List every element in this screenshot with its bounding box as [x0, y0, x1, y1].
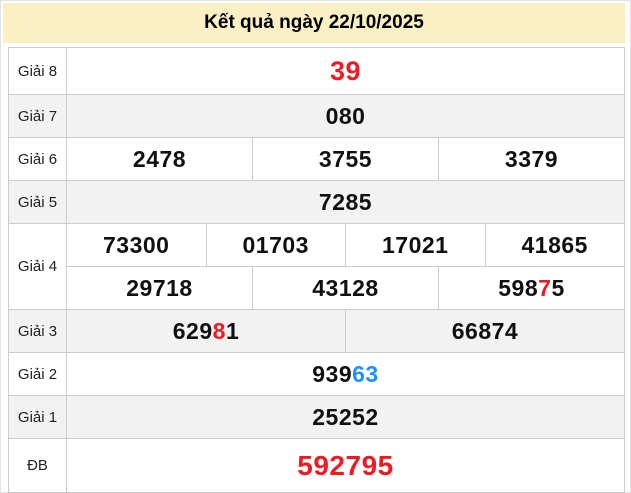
- prize-label-giai-3: Giải 3: [8, 309, 67, 353]
- prize-label-giai-4: Giải 4: [8, 223, 67, 310]
- prize-value-cell: 41865: [484, 223, 625, 267]
- prize-number-segment: 7285: [318, 188, 373, 215]
- prize-number-segment: 63: [352, 360, 379, 387]
- prize-row-giai-4: Giải 4 73300 01703 17021 41865: [8, 223, 625, 310]
- prize-value-cell: 93963: [66, 352, 625, 396]
- prize-row-giai-5: Giải 5 7285: [8, 180, 625, 224]
- prize-number-segment: 8: [212, 317, 226, 344]
- prize-value-cell: 3755: [252, 137, 439, 181]
- prize-value-cell: 7285: [66, 180, 625, 224]
- prize-label-giai-2: Giải 2: [8, 352, 67, 396]
- prize-label-giai-6: Giải 6: [8, 137, 67, 181]
- prize-number-segment: 29718: [126, 274, 193, 301]
- prize-number-segment: 3379: [504, 145, 559, 172]
- prize-number-segment: 01703: [242, 231, 309, 258]
- prize-value-cell: 66874: [345, 309, 625, 353]
- prize-row-giai-4: 29718 43128 59875: [8, 266, 625, 310]
- prize-row-giai-1: Giải 1 25252: [8, 395, 625, 439]
- prize-value-cell: 39: [66, 47, 625, 95]
- prize-number-segment: 25252: [312, 403, 379, 430]
- results-table-body: Giải 8 39 Giải 7 080 Giải 6 2478 3755 3379 Giải …: [8, 47, 625, 493]
- prize-number-segment: 598: [498, 274, 539, 301]
- prize-number-segment: 17021: [382, 231, 449, 258]
- prize-label-giai-5: Giải 5: [8, 180, 67, 224]
- prize-label-giai-1: Giải 1: [8, 395, 67, 439]
- prize-value-cell: 01703: [205, 223, 346, 267]
- prize-row-giai-2: Giải 2 93963: [8, 352, 625, 396]
- results-title: Kết quả ngày 22/10/2025: [204, 12, 424, 33]
- prize-number-segment: 2478: [132, 145, 187, 172]
- prize-value-cell: 43128: [252, 266, 439, 310]
- prize-number-segment: 080: [325, 102, 366, 129]
- prize-number-segment: 73300: [103, 231, 170, 258]
- prize-number-segment: 1: [225, 317, 240, 344]
- prize-value-cell: 62981: [66, 309, 346, 353]
- prize-label-giai-8: Giải 8: [8, 47, 67, 95]
- prize-value-cell: 59875: [438, 266, 625, 310]
- prize-row-giai-3: Giải 3 62981 66874: [8, 309, 625, 353]
- prize-number-segment: 41865: [521, 231, 588, 258]
- prize-value-cell: 73300: [66, 223, 207, 267]
- prize-value-cell: 25252: [66, 395, 625, 439]
- results-table: Giải 8 39 Giải 7 080 Giải 6 2478 3755 3379 Giải …: [8, 47, 625, 493]
- prize-value-cell: 29718: [66, 266, 253, 310]
- prize-label-giai-7: Giải 7: [8, 94, 67, 138]
- prize-value-cell: 592795: [66, 438, 625, 493]
- prize-number-segment: 5: [551, 274, 565, 301]
- prize-number-segment: 592795: [297, 449, 394, 481]
- prize-number-segment: 39: [329, 55, 362, 86]
- prize-row-giai-8: Giải 8 39: [8, 47, 625, 95]
- prize-row-db: ĐB 592795: [8, 438, 625, 493]
- prize-number-segment: 66874: [451, 317, 519, 344]
- prize-number-segment: 629: [172, 317, 213, 344]
- prize-value-cell: 080: [66, 94, 625, 138]
- prize-row-giai-6: Giải 6 2478 3755 3379: [8, 137, 625, 181]
- prize-number-segment: 7: [538, 274, 552, 301]
- results-header: Kết quả ngày 22/10/2025: [3, 3, 625, 43]
- prize-value-cell: 3379: [438, 137, 625, 181]
- prize-number-segment: 939: [312, 360, 353, 387]
- prize-number-segment: 43128: [312, 274, 379, 301]
- prize-value-cell: 2478: [66, 137, 253, 181]
- prize-label-db: ĐB: [8, 438, 67, 493]
- prize-row-giai-7: Giải 7 080: [8, 94, 625, 138]
- prize-number-segment: 3755: [318, 145, 373, 172]
- prize-value-cell: 17021: [345, 223, 486, 267]
